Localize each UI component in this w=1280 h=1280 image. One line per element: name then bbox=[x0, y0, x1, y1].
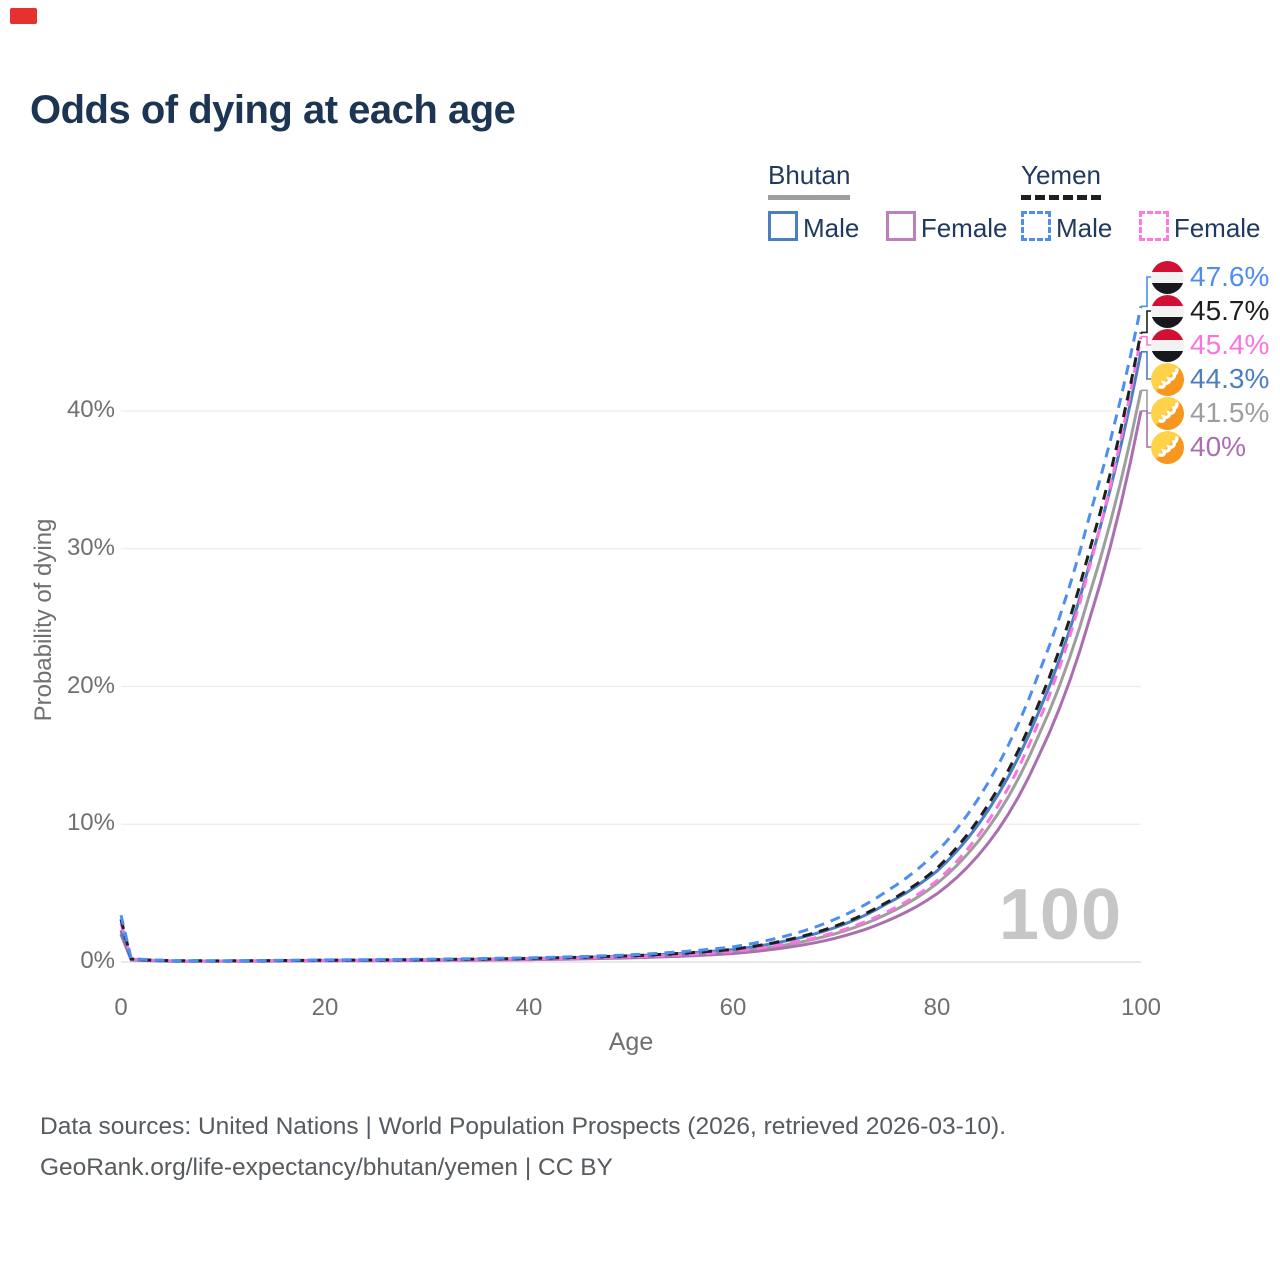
page-title: Odds of dying at each age bbox=[30, 88, 516, 132]
y-tick-label: 40% bbox=[66, 396, 115, 423]
legend-group-yemen: Yemen Male Female bbox=[1021, 160, 1280, 244]
yemen-flag-icon bbox=[1151, 329, 1184, 362]
end-label-connector bbox=[1141, 335, 1152, 346]
end-label-connector bbox=[1141, 310, 1152, 334]
series-line-yemen-male bbox=[119, 305, 1143, 963]
x-tick-label: 100 bbox=[1120, 994, 1162, 1021]
bhutan-flag-icon bbox=[1151, 397, 1184, 430]
series-line-bhutan-total bbox=[119, 389, 1143, 963]
legend-item-bhutan-male[interactable]: Male bbox=[768, 211, 859, 244]
yemen-female-swatch-icon bbox=[1138, 211, 1169, 241]
x-axis-title: Age bbox=[608, 1028, 654, 1056]
end-label-yemen-total: 45.7% bbox=[1190, 295, 1270, 326]
brand-logo bbox=[10, 8, 37, 24]
legend-group-bhutan: Bhutan Male Female bbox=[768, 160, 1030, 244]
end-label-connector bbox=[1141, 276, 1152, 308]
end-label-connector bbox=[1141, 410, 1152, 448]
end-label-bhutan-male: 44.3% bbox=[1190, 363, 1270, 394]
yemen-flag-icon bbox=[1151, 295, 1184, 328]
bhutan-flag-icon bbox=[1151, 363, 1184, 396]
footer-attribution-line: GeoRank.org/life-expectancy/bhutan/yemen… bbox=[40, 1154, 613, 1181]
series-line-yemen-total bbox=[119, 332, 1143, 963]
x-tick-label: 40 bbox=[515, 994, 543, 1021]
end-label-connector bbox=[1141, 389, 1152, 414]
y-axis-title: Probability of dying bbox=[30, 518, 57, 722]
series-line-bhutan-male bbox=[119, 351, 1143, 963]
legend-item-yemen-male[interactable]: Male bbox=[1021, 211, 1112, 244]
x-tick-label: 0 bbox=[114, 994, 128, 1021]
footer: Data sources: United Nations | World Pop… bbox=[40, 1106, 1006, 1188]
x-tick-label: 20 bbox=[311, 994, 339, 1021]
series-line-yemen-female bbox=[119, 336, 1143, 963]
legend-header-yemen: Yemen bbox=[1021, 160, 1101, 200]
bhutan-female-swatch-icon bbox=[885, 211, 916, 241]
end-label-bhutan-total: 41.5% bbox=[1190, 397, 1270, 428]
end-label-connector bbox=[1141, 350, 1152, 380]
y-tick-label: 30% bbox=[66, 533, 115, 561]
footer-sources-line: Data sources: United Nations | World Pop… bbox=[40, 1113, 1007, 1140]
yemen-male-swatch-icon bbox=[1021, 211, 1051, 241]
end-label-bhutan-female: 40% bbox=[1190, 431, 1247, 462]
y-tick-label: 10% bbox=[66, 809, 115, 837]
legend-header-bhutan: Bhutan bbox=[768, 160, 851, 200]
yemen-flag-icon bbox=[1151, 261, 1184, 294]
bhutan-male-swatch-icon bbox=[768, 211, 798, 241]
legend-item-bhutan-female[interactable]: Female bbox=[885, 211, 1008, 244]
legend-item-yemen-female[interactable]: Female bbox=[1138, 211, 1261, 244]
end-label-yemen-female: 45.4% bbox=[1190, 329, 1270, 360]
age-counter-watermark: 100 bbox=[998, 875, 1122, 955]
x-tick-label: 60 bbox=[719, 994, 747, 1021]
y-tick-label: 0% bbox=[80, 947, 115, 974]
x-tick-label: 80 bbox=[923, 994, 951, 1021]
end-label-yemen-male: 47.6% bbox=[1190, 261, 1270, 292]
bhutan-flag-icon bbox=[1151, 431, 1184, 464]
y-tick-label: 20% bbox=[66, 671, 115, 699]
